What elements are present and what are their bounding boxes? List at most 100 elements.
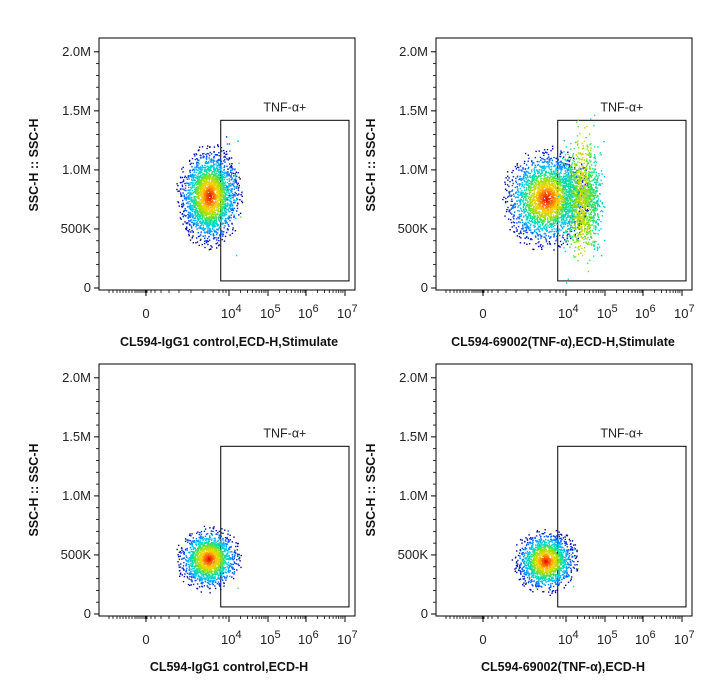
event-dot: [214, 154, 217, 156]
event-dot: [515, 177, 517, 180]
event-dot: [527, 215, 529, 217]
event-dot: [540, 173, 542, 176]
event-dot: [516, 230, 518, 232]
event-dot: [191, 201, 193, 203]
event-dot: [538, 210, 541, 213]
event-dot: [215, 221, 218, 223]
event-dot: [213, 166, 215, 168]
event-dot: [536, 233, 538, 235]
event-dot: [215, 163, 217, 165]
event-dot: [208, 170, 211, 173]
event-dot: [544, 182, 546, 185]
event-dot: [219, 189, 221, 191]
event-dot: [523, 212, 525, 214]
event-dot: [579, 206, 581, 208]
event-dot: [187, 186, 190, 189]
event-dot: [516, 162, 519, 165]
event-dot: [240, 216, 242, 218]
event-dot: [195, 171, 197, 174]
event-dot: [207, 145, 209, 147]
event-dot: [538, 169, 541, 171]
event-dot: [218, 185, 221, 187]
event-dot: [531, 232, 533, 234]
event-dot: [565, 191, 568, 193]
event-dot: [566, 213, 569, 215]
event-dot: [563, 225, 565, 228]
event-dot: [550, 187, 552, 189]
event-dot: [556, 205, 558, 207]
event-dot: [543, 208, 546, 210]
event-dot: [548, 211, 551, 213]
event-dot: [190, 219, 192, 221]
event-dot: [188, 160, 191, 162]
event-dot: [207, 199, 209, 201]
event-dot: [219, 192, 221, 194]
event-dot: [567, 214, 570, 216]
event-dot: [534, 219, 536, 221]
event-dot: [553, 222, 555, 225]
event-dot: [211, 165, 214, 167]
event-dot: [542, 197, 544, 199]
event-dot: [223, 207, 226, 209]
event-dot: [197, 193, 199, 196]
event-dot: [550, 219, 552, 222]
event-dot: [220, 199, 223, 202]
event-dot: [188, 178, 190, 180]
event-dot: [535, 179, 537, 181]
event-dot: [189, 163, 191, 165]
event-dot: [212, 156, 215, 159]
event-dot: [207, 226, 209, 228]
event-dot: [199, 220, 202, 222]
event-dot: [188, 214, 191, 217]
event-dot: [527, 197, 530, 199]
event-dot: [534, 231, 536, 233]
event-dot: [218, 183, 220, 186]
event-dot: [547, 213, 549, 216]
event-dot: [518, 210, 521, 212]
event-dot: [200, 231, 202, 234]
event-dot: [190, 231, 192, 233]
event-dot: [220, 193, 222, 196]
event-dot: [522, 233, 525, 235]
event-dot: [556, 179, 559, 182]
event-dot: [214, 197, 216, 200]
event-dot: [532, 248, 534, 250]
event-dot: [541, 229, 543, 231]
event-dot: [228, 225, 230, 227]
event-dot: [523, 184, 526, 186]
event-dot: [193, 186, 195, 188]
event-dot: [227, 168, 230, 170]
event-dot: [210, 245, 212, 247]
event-dot: [220, 204, 223, 206]
event-dot: [552, 170, 555, 172]
event-dot: [521, 182, 524, 184]
event-dot: [554, 211, 556, 213]
plot-frame: [98, 37, 356, 291]
event-dot: [586, 210, 588, 212]
event-dot: [228, 199, 230, 201]
event-dot: [520, 232, 522, 234]
event-dot: [519, 187, 522, 190]
event-dot: [193, 222, 195, 225]
event-dot: [554, 218, 557, 220]
event-dot: [218, 234, 221, 236]
event-dot: [229, 163, 231, 165]
event-dot: [191, 185, 194, 187]
event-dot: [228, 194, 231, 197]
event-dot: [542, 184, 544, 187]
event-dot: [512, 169, 514, 172]
event-dot: [549, 220, 551, 223]
event-dot: [534, 164, 536, 166]
event-dot: [544, 232, 546, 235]
event-dot: [518, 191, 520, 193]
event-dot: [527, 211, 529, 213]
event-dot: [202, 153, 204, 155]
event-dot: [230, 198, 232, 200]
event-dot: [530, 196, 532, 198]
event-dot: [182, 202, 184, 205]
event-dot: [231, 163, 233, 165]
event-dot: [559, 155, 561, 158]
event-dot: [203, 194, 205, 197]
event-dot: [529, 238, 532, 241]
event-dot: [537, 235, 539, 237]
